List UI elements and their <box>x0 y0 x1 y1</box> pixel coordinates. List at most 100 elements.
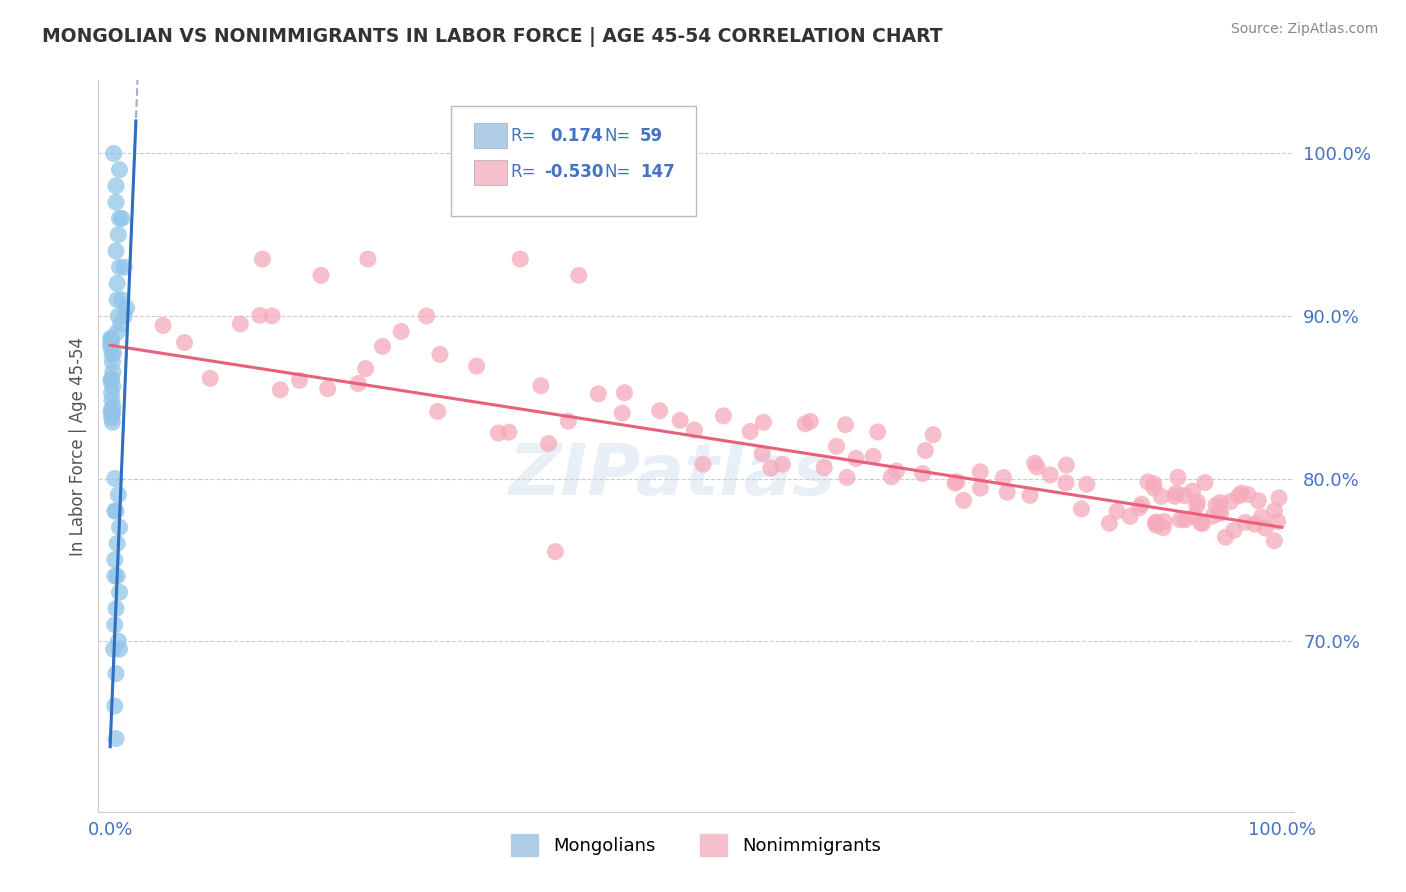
Point <box>1185 499 1208 513</box>
Point <box>105 569 128 583</box>
Point <box>1024 456 1046 470</box>
Point <box>389 325 412 339</box>
Point <box>101 379 124 393</box>
Point <box>740 425 762 439</box>
Point <box>104 504 127 518</box>
Point <box>969 465 991 479</box>
Text: R=: R= <box>510 163 536 181</box>
Point <box>1208 505 1230 519</box>
Point <box>648 403 671 417</box>
Point <box>108 211 131 226</box>
Point <box>1167 470 1189 484</box>
Point <box>1119 509 1142 524</box>
Point <box>486 426 509 441</box>
Point <box>101 392 124 407</box>
Point <box>371 339 394 353</box>
Point <box>1223 524 1246 538</box>
Point <box>669 413 692 427</box>
Point <box>914 443 936 458</box>
FancyBboxPatch shape <box>451 106 696 216</box>
Point <box>759 461 782 475</box>
Point <box>465 359 488 373</box>
Y-axis label: In Labor Force | Age 45-54: In Labor Force | Age 45-54 <box>69 336 87 556</box>
Point <box>751 446 773 460</box>
Point <box>1039 467 1062 482</box>
Point <box>104 553 127 567</box>
Point <box>105 195 128 210</box>
Point <box>1174 513 1197 527</box>
Point <box>1263 533 1285 548</box>
Point <box>200 371 222 385</box>
Point <box>993 470 1015 484</box>
Point <box>101 365 124 379</box>
Point <box>498 425 520 439</box>
Point <box>1019 488 1042 502</box>
Point <box>105 244 128 258</box>
Point <box>111 211 134 226</box>
Point <box>107 309 129 323</box>
Point <box>1250 510 1272 524</box>
Point <box>1209 495 1232 509</box>
Point <box>1267 515 1289 529</box>
Text: Source: ZipAtlas.com: Source: ZipAtlas.com <box>1230 22 1378 37</box>
Point <box>108 585 131 599</box>
Point <box>309 268 332 283</box>
Point <box>105 666 128 681</box>
Point <box>103 146 125 161</box>
Point <box>862 450 884 464</box>
Point <box>1194 475 1216 490</box>
Point <box>1189 516 1212 530</box>
Point <box>922 427 945 442</box>
Point <box>866 425 889 439</box>
Point <box>415 309 437 323</box>
Point <box>100 341 122 355</box>
Point <box>1105 504 1128 518</box>
Point <box>1187 494 1209 508</box>
Point <box>1098 516 1121 531</box>
Point <box>229 317 252 331</box>
Point <box>107 634 129 648</box>
Point <box>101 348 124 362</box>
Point <box>112 309 135 323</box>
Text: -0.530: -0.530 <box>544 163 603 181</box>
Point <box>794 417 817 431</box>
Point <box>101 415 124 429</box>
Point <box>100 375 122 389</box>
Point <box>1164 489 1187 503</box>
Text: 147: 147 <box>640 163 675 181</box>
Point <box>557 414 579 428</box>
Point <box>249 309 271 323</box>
Point <box>105 536 128 550</box>
Point <box>813 460 835 475</box>
Point <box>1144 516 1167 530</box>
Point <box>101 404 124 418</box>
Point <box>835 470 858 484</box>
Point <box>1237 487 1260 501</box>
Point <box>995 485 1018 500</box>
Text: R=: R= <box>510 127 536 145</box>
Point <box>252 252 274 266</box>
Point <box>799 414 821 428</box>
Point <box>105 601 128 615</box>
Text: ZIPatlas: ZIPatlas <box>509 441 835 509</box>
Point <box>1182 508 1205 523</box>
Text: N=: N= <box>605 163 630 181</box>
Point <box>943 476 966 491</box>
Point <box>105 277 128 291</box>
Text: 59: 59 <box>640 127 662 145</box>
Point <box>683 423 706 437</box>
Point <box>1205 498 1227 512</box>
Point <box>101 407 124 421</box>
Point <box>1070 502 1092 516</box>
Point <box>316 382 339 396</box>
Point <box>103 346 125 360</box>
Point <box>111 293 134 307</box>
Point <box>880 470 903 484</box>
Point <box>1263 504 1285 518</box>
Point <box>1146 515 1168 529</box>
Text: 0.174: 0.174 <box>550 127 603 145</box>
Point <box>1143 476 1166 491</box>
Point <box>173 335 195 350</box>
Point <box>1174 489 1197 503</box>
Point <box>588 387 610 401</box>
